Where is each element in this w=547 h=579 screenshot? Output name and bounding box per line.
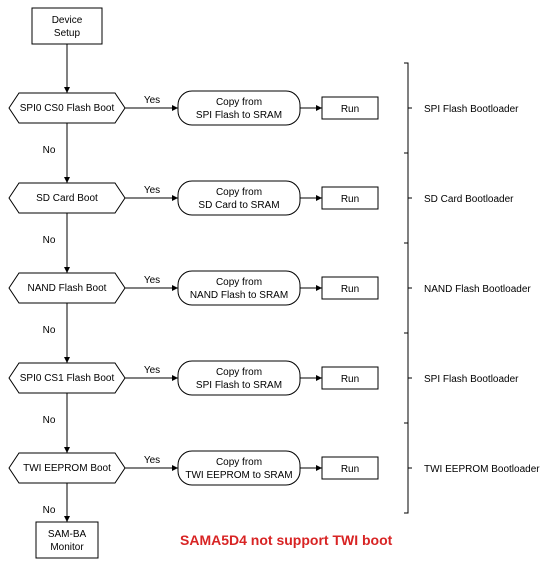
run-label: Run: [341, 194, 359, 205]
section-label: SPI Flash Bootloader: [424, 374, 519, 385]
action-label-1: Copy from: [216, 97, 262, 108]
section-bracket: [404, 423, 408, 513]
no-label: No: [43, 415, 56, 426]
action-label-2: SPI Flash to SRAM: [196, 380, 282, 391]
action-label-2: SPI Flash to SRAM: [196, 110, 282, 121]
section-bracket: [404, 63, 408, 153]
run-label: Run: [341, 104, 359, 115]
action-label-1: Copy from: [216, 187, 262, 198]
end-label-2: Monitor: [50, 542, 84, 553]
decision-label: SD Card Boot: [36, 193, 98, 204]
decision-label: SPI0 CS1 Flash Boot: [20, 373, 115, 384]
no-label: No: [43, 505, 56, 516]
section-label: NAND Flash Bootloader: [424, 284, 531, 295]
action-label-1: Copy from: [216, 367, 262, 378]
section-bracket: [404, 243, 408, 333]
start-label-1: Device: [52, 15, 83, 26]
yes-label: Yes: [144, 455, 160, 466]
run-label: Run: [341, 374, 359, 385]
action-label-2: TWI EEPROM to SRAM: [185, 470, 292, 481]
warning-text: SAMA5D4 not support TWI boot: [180, 532, 393, 548]
run-label: Run: [341, 284, 359, 295]
section-label: TWI EEPROM Bootloader: [424, 464, 540, 475]
section-bracket: [404, 333, 408, 423]
section-label: SPI Flash Bootloader: [424, 104, 519, 115]
start-label-2: Setup: [54, 28, 81, 39]
action-label-2: SD Card to SRAM: [198, 200, 279, 211]
decision-label: NAND Flash Boot: [28, 283, 107, 294]
section-label: SD Card Bootloader: [424, 194, 514, 205]
yes-label: Yes: [144, 275, 160, 286]
run-label: Run: [341, 464, 359, 475]
action-label-2: NAND Flash to SRAM: [190, 290, 288, 301]
yes-label: Yes: [144, 185, 160, 196]
decision-label: TWI EEPROM Boot: [23, 463, 111, 474]
yes-label: Yes: [144, 365, 160, 376]
no-label: No: [43, 145, 56, 156]
no-label: No: [43, 325, 56, 336]
decision-label: SPI0 CS0 Flash Boot: [20, 103, 115, 114]
action-label-1: Copy from: [216, 457, 262, 468]
action-label-1: Copy from: [216, 277, 262, 288]
yes-label: Yes: [144, 95, 160, 106]
no-label: No: [43, 235, 56, 246]
end-label-1: SAM-BA: [48, 529, 87, 540]
section-bracket: [404, 153, 408, 243]
